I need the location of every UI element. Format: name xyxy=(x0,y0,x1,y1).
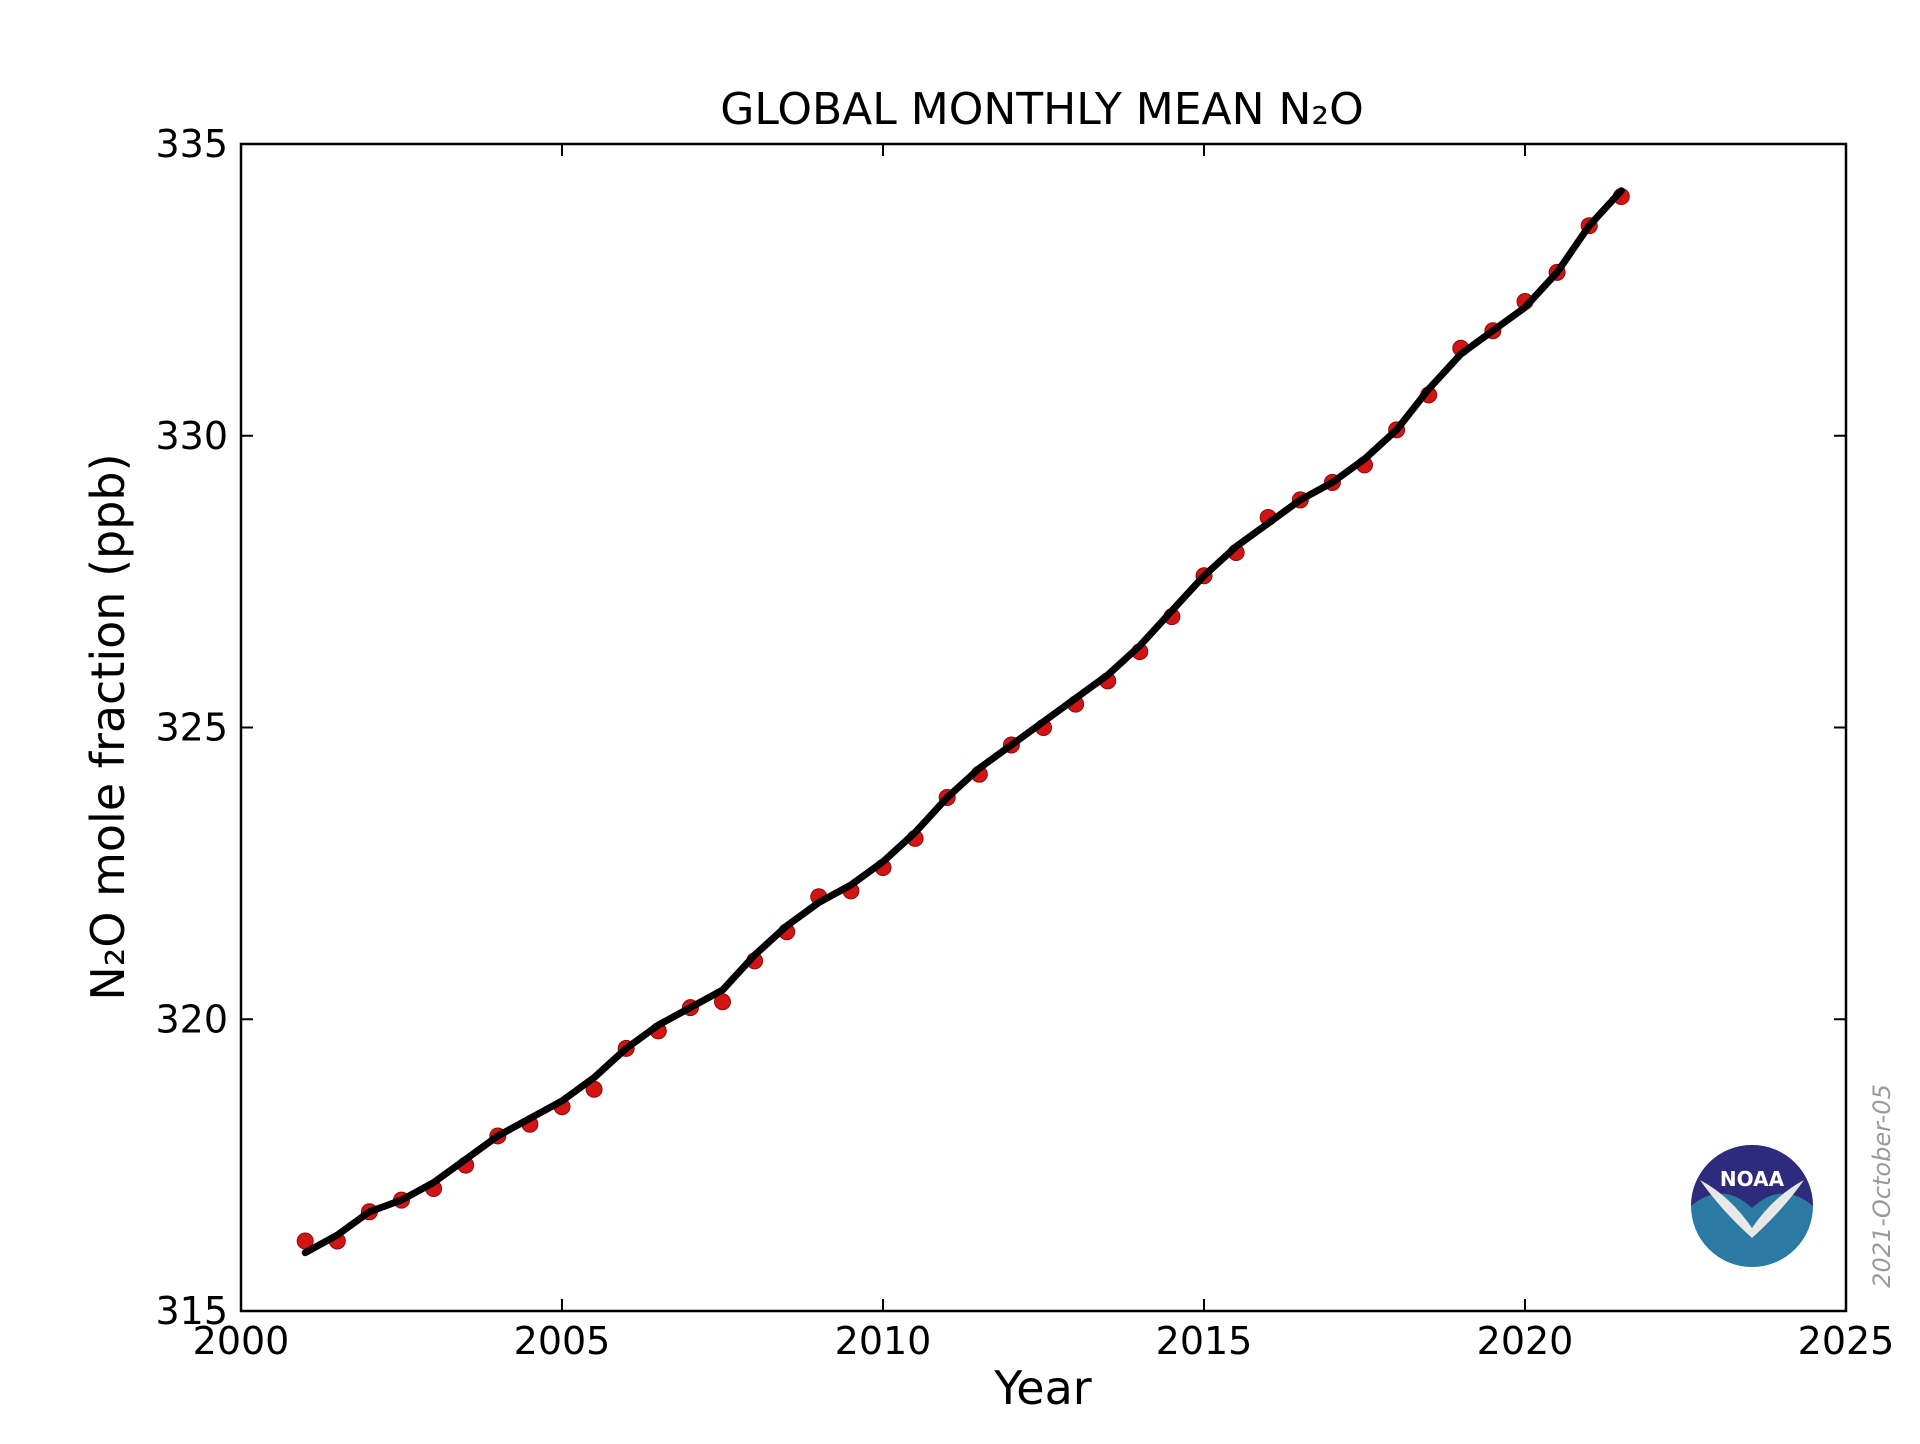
x-tick-label: 2010 xyxy=(835,1319,932,1363)
x-tick-label: 2005 xyxy=(514,1319,611,1363)
noaa-logo-text: NOAA xyxy=(1720,1167,1785,1191)
chart-title: GLOBAL MONTHLY MEAN N₂O xyxy=(720,84,1363,135)
noaa-logo-icon: NOAA xyxy=(1691,1145,1813,1267)
y-tick-label: 325 xyxy=(155,706,228,750)
axis-ticks: 2000 2005 2010 2015 2020 2025 315 320 325 330 335 xyxy=(155,122,1894,1363)
date-stamp: 2021-October-05 xyxy=(1868,1084,1896,1288)
y-tick-label: 315 xyxy=(155,1289,228,1333)
y-axis-title: N₂O mole fraction (ppb) xyxy=(81,453,135,1000)
x-tick-label: 2025 xyxy=(1798,1319,1895,1363)
y-tick-label: 330 xyxy=(155,414,228,458)
x-tick-label: 2015 xyxy=(1156,1319,1253,1363)
trend-line xyxy=(301,187,1625,1257)
y-tick-label: 320 xyxy=(155,997,228,1041)
x-tick-label: 2000 xyxy=(193,1319,290,1363)
y-tick-label: 335 xyxy=(155,122,228,166)
x-tick-label: 2020 xyxy=(1477,1319,1574,1363)
x-axis-title: Year xyxy=(993,1361,1091,1415)
chart-marks xyxy=(296,187,1630,1257)
